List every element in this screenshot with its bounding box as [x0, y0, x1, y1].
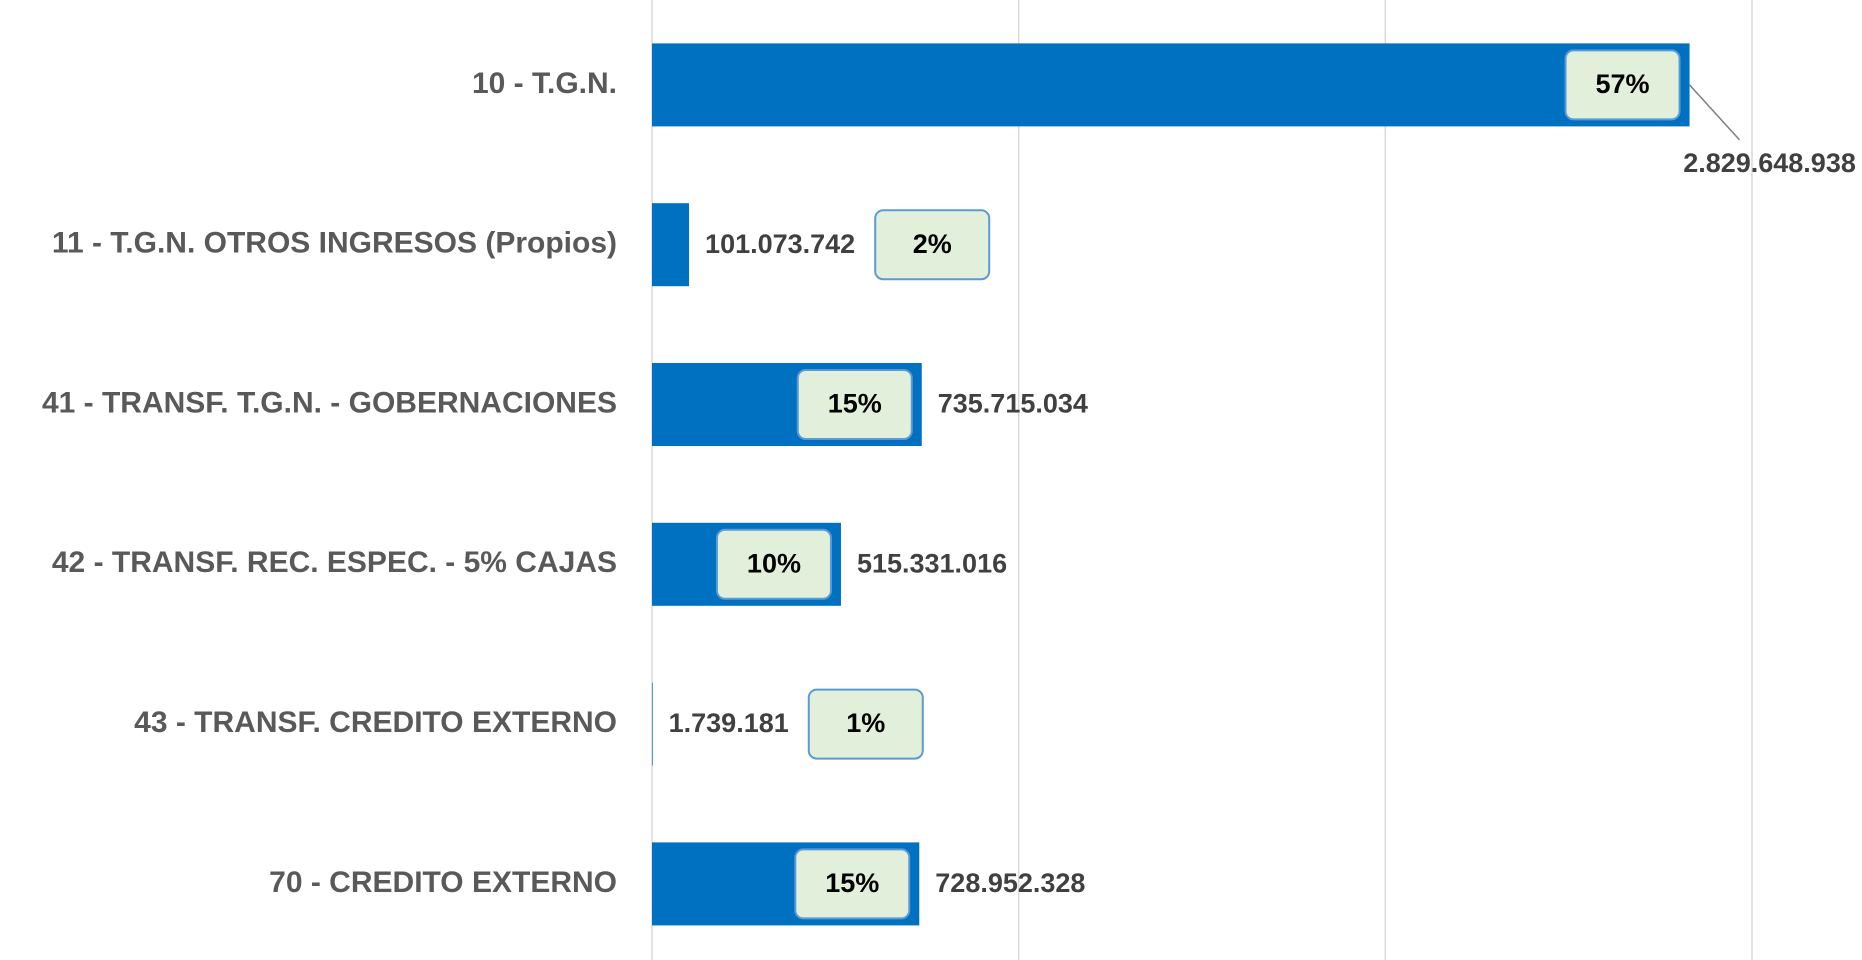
percent-box	[1564, 49, 1681, 121]
percent-label: 15%	[825, 868, 879, 898]
percent-box	[715, 528, 832, 600]
category-label: 41 - TRANSF. T.G.N. - GOBERNACIONES	[42, 386, 617, 419]
bar	[652, 43, 1690, 127]
category-label: 11 - T.G.N. OTROS INGRESOS (Propios)	[52, 227, 617, 260]
percent-label: 10%	[747, 548, 801, 578]
percent-box	[796, 369, 913, 440]
percent-label: 2%	[913, 229, 952, 259]
value-label: 735.715.034	[938, 389, 1088, 419]
percent-box	[794, 848, 911, 920]
percent-label: 57%	[1596, 69, 1650, 99]
leader-line	[1688, 84, 1741, 141]
bar	[652, 682, 653, 766]
category-label: 70 - CREDITO EXTERNO	[269, 866, 617, 899]
percent-box	[807, 688, 924, 760]
value-label: 101.073.742	[705, 229, 855, 259]
value-label: 728.952.328	[935, 868, 1085, 898]
value-label: 1.739.181	[669, 708, 789, 738]
percent-box	[874, 209, 991, 281]
category-label: 42 - TRANSF. REC. ESPEC. - 5% CAJAS	[52, 546, 617, 579]
value-label: 2.829.648.938	[1683, 148, 1856, 178]
category-label: 10 - T.G.N.	[472, 67, 617, 100]
value-label: 515.331.016	[857, 548, 1007, 578]
percent-label: 1%	[846, 708, 885, 738]
percent-label: 15%	[828, 389, 882, 419]
bar	[652, 203, 690, 287]
category-label: 43 - TRANSF. CREDITO EXTERNO	[134, 706, 617, 739]
